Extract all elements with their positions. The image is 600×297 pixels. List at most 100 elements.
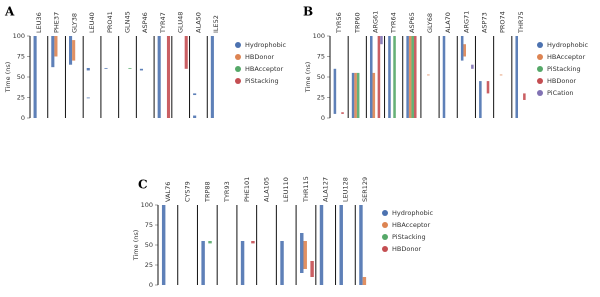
interaction-interval <box>377 36 381 118</box>
residue-label: TYR93 <box>223 181 231 203</box>
interaction-interval <box>86 97 90 99</box>
y-tick-label: 100 <box>313 32 325 40</box>
y-tick-label: 25 <box>317 94 325 102</box>
interaction-interval <box>406 36 409 118</box>
y-tick-label: 75 <box>317 53 325 61</box>
interaction-interval <box>193 115 197 118</box>
interaction-interval <box>471 64 474 69</box>
legend-label: PiStacking <box>547 65 581 73</box>
y-tick-label: 0 <box>321 114 325 122</box>
y-tick-label: 0 <box>149 281 153 289</box>
interaction-interval <box>193 93 197 96</box>
residue-label: THR75 <box>517 11 525 34</box>
interaction-interval <box>372 72 376 118</box>
legend-label: PiStacking <box>245 77 279 85</box>
residue-label: ARG71 <box>462 11 470 33</box>
interaction-interval <box>341 112 344 114</box>
residue-label: TRP60 <box>353 12 361 34</box>
interaction-interval <box>479 81 482 118</box>
residue-label: PHE37 <box>53 12 61 33</box>
residue-label: LEU36 <box>35 12 43 33</box>
legend-marker <box>537 90 543 96</box>
residue-label: ILE52 <box>212 15 220 33</box>
residue-label: ASP65 <box>408 12 416 33</box>
interaction-interval <box>310 261 314 277</box>
interaction-interval <box>210 36 214 118</box>
legend-label: Hydrophobic <box>245 41 287 49</box>
interaction-interval <box>72 40 76 61</box>
interaction-interval <box>408 36 412 118</box>
legend-label: Hydrophobic <box>547 41 589 49</box>
interaction-interval <box>370 36 373 118</box>
interaction-interval <box>393 36 396 118</box>
legend-label: Hydrophobic <box>392 209 434 217</box>
legend-label: HBAcceptor <box>392 221 430 229</box>
residue-label: ALA50 <box>194 12 202 33</box>
interaction-interval <box>300 233 304 273</box>
interaction-interval <box>54 36 58 57</box>
legend-marker <box>537 66 543 72</box>
interaction-interval <box>33 36 37 118</box>
interaction-interval <box>208 241 212 244</box>
interaction-interval <box>319 205 324 285</box>
y-tick-label: 0 <box>21 114 25 122</box>
interaction-interval <box>166 36 171 118</box>
interaction-interval <box>139 68 144 71</box>
residue-label: LEU110 <box>282 177 290 202</box>
interaction-interval <box>280 241 284 285</box>
residue-label: SER129 <box>361 177 369 202</box>
residue-label: ASP46 <box>141 12 149 33</box>
y-tick-label: 75 <box>17 53 25 61</box>
legend-marker <box>382 246 388 252</box>
y-tick-label: 25 <box>17 94 25 102</box>
residue-label: GLU48 <box>177 12 185 33</box>
residue-label: GLN45 <box>124 11 132 33</box>
y-tick-label: 50 <box>317 73 325 81</box>
residue-label: THR115 <box>302 176 310 203</box>
y-tick-label: 100 <box>141 201 153 209</box>
interaction-interval <box>251 241 255 244</box>
interaction-interval <box>51 36 55 68</box>
legend-label: HBAcceptor <box>245 65 283 73</box>
y-axis-label: Time (ns) <box>4 62 12 94</box>
residue-label: ALA127 <box>322 177 330 202</box>
interaction-interval <box>201 241 205 285</box>
interaction-interval <box>157 36 161 118</box>
interaction-interval <box>128 67 132 69</box>
legend-marker <box>235 54 241 60</box>
y-tick-label: 50 <box>17 73 25 81</box>
interaction-interval <box>463 44 466 57</box>
interaction-interval <box>414 36 417 118</box>
interaction-interval <box>523 93 526 100</box>
legend-marker <box>537 42 543 48</box>
interaction-interval <box>240 241 245 285</box>
interaction-interval <box>486 81 490 94</box>
residue-label: ASP73 <box>481 12 489 33</box>
interaction-interval <box>359 205 363 285</box>
residue-label: TYR64 <box>390 12 398 34</box>
residue-label: PRO41 <box>106 11 114 33</box>
residue-label: TYR47 <box>159 12 167 34</box>
residue-label: GLY68 <box>426 13 434 33</box>
interaction-interval <box>380 36 383 45</box>
residue-label: PRO74 <box>499 11 507 33</box>
interaction-interval <box>86 67 90 71</box>
y-tick-label: 50 <box>145 241 153 249</box>
residue-label: ALA70 <box>444 12 452 33</box>
legend-marker <box>537 54 543 60</box>
legend-marker <box>537 78 543 84</box>
y-axis-label: Time (ns) <box>132 230 140 262</box>
interaction-interval <box>104 67 108 69</box>
interaction-interval <box>354 72 357 118</box>
residue-label: LEU128 <box>341 177 349 202</box>
legend-label: HBDonor <box>392 245 421 253</box>
residue-label: TRP88 <box>203 181 211 203</box>
interaction-interval <box>69 36 73 65</box>
legend-label: HBAcceptor <box>547 53 585 61</box>
legend-marker <box>235 42 241 48</box>
residue-label: VAL76 <box>164 182 172 202</box>
residue-label: GLY38 <box>70 13 78 33</box>
legend-label: PiCation <box>547 89 574 97</box>
interaction-interval <box>515 36 518 118</box>
residue-label: CYS79 <box>184 181 192 202</box>
